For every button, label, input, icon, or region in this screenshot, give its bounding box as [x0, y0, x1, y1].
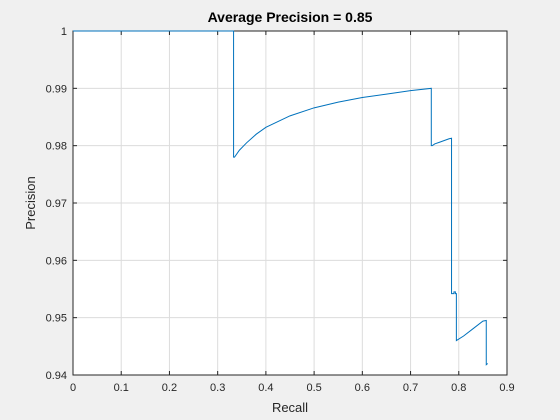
y-axis-label: Precision [23, 176, 38, 229]
x-tick-label: 0.3 [210, 382, 225, 394]
x-tick-label: 0 [70, 382, 76, 394]
chart-title: Average Precision = 0.85 [208, 9, 373, 25]
x-tick-label: 0.5 [306, 382, 321, 394]
y-tick-label: 0.96 [46, 255, 67, 267]
x-tick-label: 0.7 [403, 382, 418, 394]
x-tick-label: 0.8 [451, 382, 466, 394]
x-tick-label: 0.6 [355, 382, 370, 394]
x-tick-label: 0.9 [499, 382, 514, 394]
precision-recall-line [73, 30, 489, 366]
x-tick-label: 0.4 [258, 382, 273, 394]
y-tick-label: 0.97 [46, 198, 67, 210]
x-tick-label: 0.2 [162, 382, 177, 394]
x-tick-label: 0.1 [114, 382, 129, 394]
ticks: 0 0.1 0.2 0.3 0.4 0.5 0.6 0.7 0.8 0.9 0.94 0.95 0.96… [46, 26, 515, 394]
y-tick-label: 1 [61, 26, 67, 38]
series-layer [73, 30, 489, 366]
y-tick-label: 0.94 [46, 370, 67, 382]
x-axis-label: Recall [272, 400, 308, 415]
y-tick-label: 0.99 [46, 83, 67, 95]
y-tick-label: 0.95 [46, 313, 67, 325]
y-tick-label: 0.98 [46, 141, 67, 153]
